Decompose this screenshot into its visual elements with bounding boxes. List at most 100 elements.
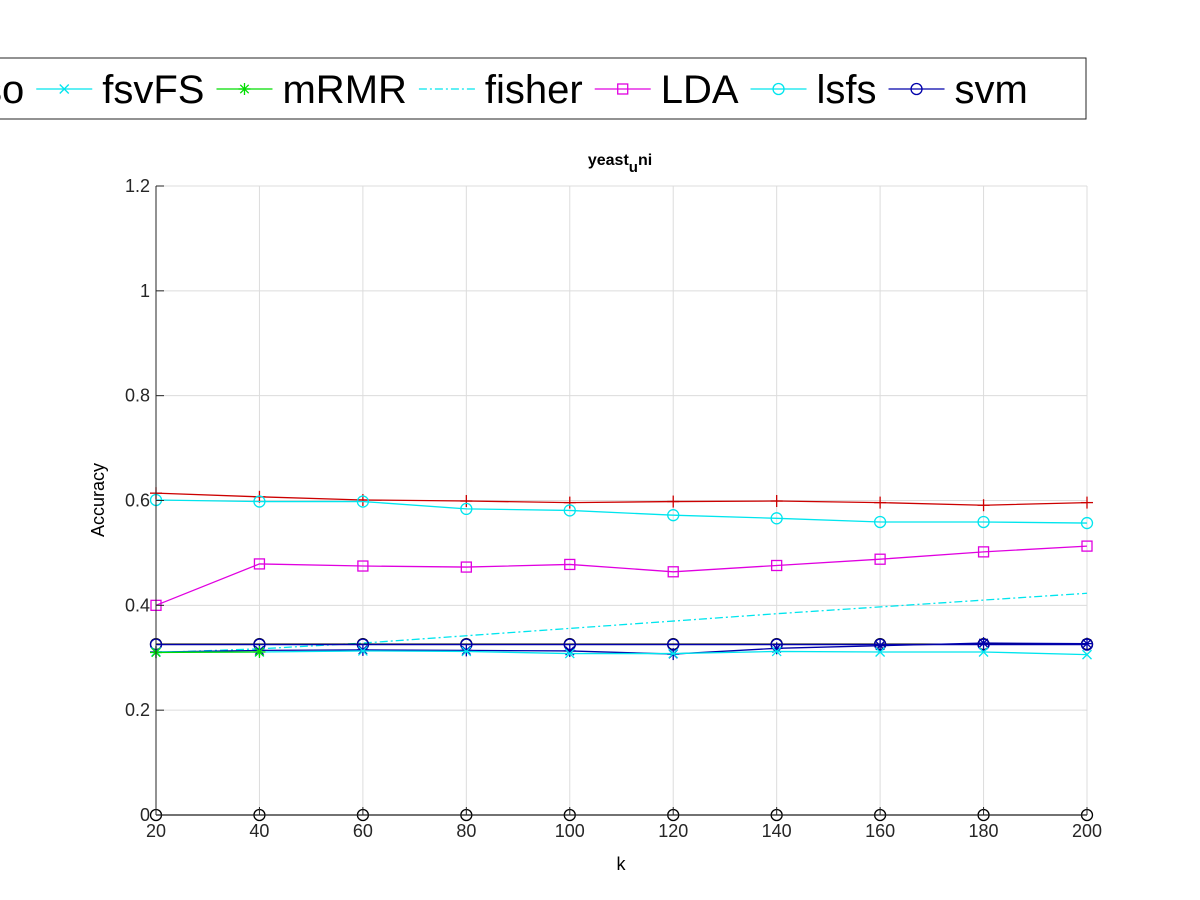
series-4 [155,592,1088,654]
series-layer [149,487,1094,822]
legend: so fsvFS mRMR fisher LDA lsfs svm [0,57,1087,120]
legend-entry: fsvFS [36,68,204,112]
series-line [156,650,1088,656]
data-point [564,558,576,571]
series-line [155,592,1088,654]
y-tick-label: 1 [140,281,150,301]
x-tick-label: 60 [353,821,373,841]
series-line [155,492,1088,506]
series-line [155,651,260,654]
x-tick-label: 100 [555,821,585,841]
legend-label: LDA [661,68,739,112]
data-point [1080,516,1094,530]
series-line [155,499,1088,524]
legend-marker [59,84,70,94]
data-point [461,646,472,657]
data-point [1081,540,1093,552]
legend-label: fsvFS [102,68,204,112]
legend-entry: svm [888,68,1028,112]
data-point [873,638,887,651]
y-axis-label: Accuracy [88,463,108,537]
data-point [563,496,576,509]
series-3 [150,540,1093,611]
data-point [357,560,369,572]
data-point [977,515,990,529]
data-point [874,553,886,565]
legend-marker [772,82,785,96]
x-axis-label: k [617,854,627,874]
data-point [1082,649,1092,660]
data-point [253,645,266,658]
data-point [563,638,576,651]
data-point [770,638,783,651]
legend-marker [238,83,251,95]
series-7 [149,638,1094,651]
data-point [253,558,266,570]
data-point [357,645,368,656]
data-point [668,648,679,659]
y-tick-label: 0 [140,805,150,825]
series-9 [150,645,266,659]
x-tick-label: 80 [456,821,476,841]
series-1 [150,487,1093,512]
x-tick-label: 40 [249,821,269,841]
grid [156,185,1088,815]
legend-marker [910,82,923,96]
x-tick-label: 160 [865,821,895,841]
data-point [875,647,886,657]
legend-entry: fisher [418,68,583,112]
data-point [356,495,370,508]
y-tick-label: 0.8 [125,386,150,406]
data-point [253,495,266,508]
data-point [667,638,680,651]
data-point [977,499,990,512]
data-point [667,566,679,578]
data-point [667,495,680,508]
legend-entry: mRMR [216,68,407,112]
data-point [460,495,473,508]
data-point [563,504,576,517]
legend-marker [617,83,629,95]
x-tick-label: 120 [658,821,688,841]
y-tick-label: 1.2 [125,176,150,196]
data-point [1081,496,1093,509]
series-2 [149,493,1094,530]
data-point [978,647,989,657]
chart-title: yeastuni [588,152,652,176]
x-tick-label: 20 [146,821,166,841]
data-point [460,502,473,516]
legend-entry: lsfs [750,68,877,112]
data-point [873,515,887,529]
legend-label: lsfs [817,68,877,112]
data-point [977,638,990,651]
data-point [460,561,472,573]
legend-label: so [0,68,24,112]
x-tick-label: 180 [969,821,999,841]
y-tick-label: 0.2 [125,700,150,720]
data-point [874,496,887,509]
data-point [771,646,782,657]
y-tick-label: 0.6 [125,491,150,511]
x-tick-label: 140 [762,821,792,841]
legend-label: fisher [485,68,583,112]
y-tick-label: 0.4 [125,595,150,615]
data-point [771,559,783,572]
data-point [770,512,783,525]
data-point [770,495,783,508]
data-point [253,490,266,503]
x-tick-label: 200 [1072,821,1102,841]
data-point [977,546,990,558]
data-point [563,644,576,657]
legend-label: svm [955,68,1028,112]
axes: 20 40 60 80 100 120 140 160 180 200 0 0.2 0.4 0.6 0.8 1… [125,176,1102,841]
data-point [1080,638,1094,651]
legend-label: mRMR [282,68,406,112]
series-6 [150,637,1093,661]
series-line [155,545,1088,606]
legend-entry: so [0,68,24,112]
data-point [667,509,680,522]
data-point [1081,637,1093,650]
data-point [460,638,473,651]
legend-entry: LDA [594,68,739,112]
